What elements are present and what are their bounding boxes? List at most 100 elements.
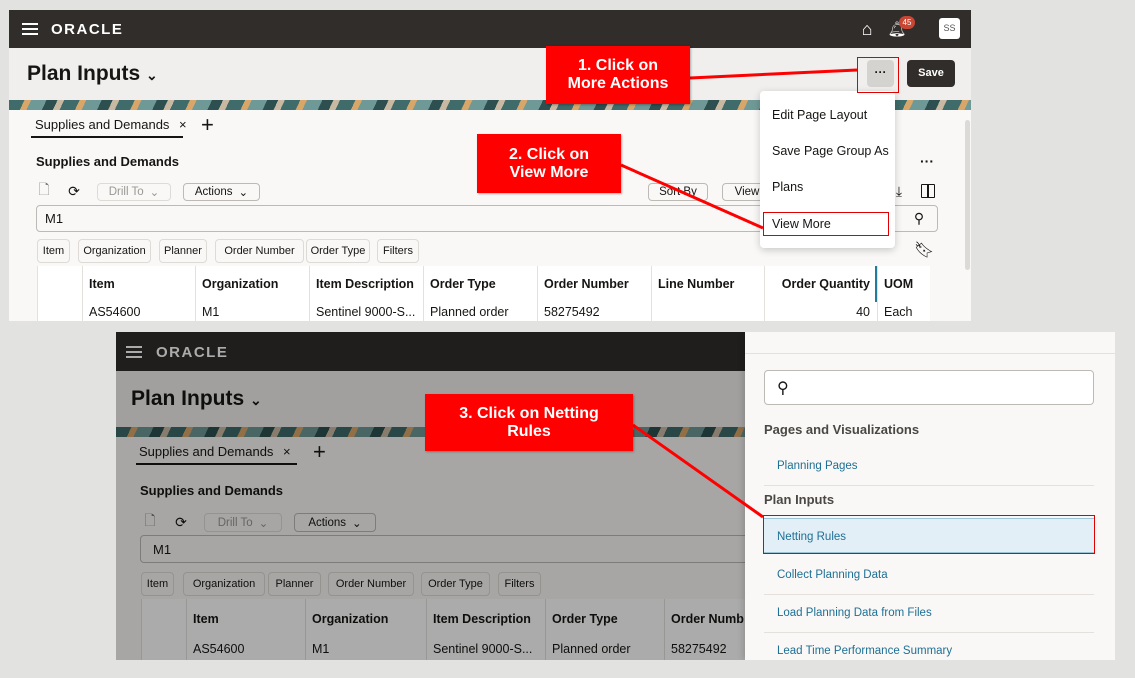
- filter-chip-filters[interactable]: Filters: [498, 572, 541, 596]
- actions-label: Actions: [194, 186, 233, 198]
- section-title: Supplies and Demands: [140, 483, 284, 498]
- drill-to-button[interactable]: Drill To ⌄: [204, 513, 282, 532]
- download-icon[interactable]: ⤓: [895, 182, 903, 199]
- filter-chip-planner[interactable]: Planner: [268, 572, 321, 596]
- cell-order-type: Planned order: [423, 302, 537, 321]
- callout-step3: 3. Click on Netting Rules: [425, 394, 633, 451]
- notification-badge: 45: [899, 16, 915, 29]
- more-icon[interactable]: ···: [920, 153, 934, 169]
- tab-underline: [31, 136, 183, 138]
- column-header-uom[interactable]: UOM: [877, 266, 930, 302]
- global-header: ORACLE ⌂ 🔔︎ 45 SS: [9, 10, 971, 48]
- refresh-icon[interactable]: ⟳: [68, 182, 80, 199]
- tab-label: Supplies and Demands: [35, 117, 170, 132]
- tab-underline: [136, 463, 297, 465]
- add-tab-icon[interactable]: +: [313, 439, 326, 464]
- actions-button[interactable]: Actions ⌄: [294, 513, 376, 532]
- column-header-order-type[interactable]: Order Type: [423, 266, 537, 302]
- drill-to-label: Drill To: [108, 186, 144, 198]
- more-actions-button[interactable]: ···: [867, 60, 894, 87]
- note-icon[interactable]: 🗋: [38, 181, 50, 197]
- close-icon[interactable]: ×: [283, 444, 291, 459]
- drawer-search-input[interactable]: ⚲: [764, 370, 1094, 405]
- link-planning-pages[interactable]: Planning Pages: [777, 460, 858, 472]
- scrollbar[interactable]: [965, 120, 970, 270]
- filter-chip-item[interactable]: Item: [141, 572, 174, 596]
- table-row-select[interactable]: [141, 638, 186, 660]
- filter-chip-organization[interactable]: Organization: [78, 239, 151, 263]
- divider: [764, 594, 1094, 595]
- home-icon[interactable]: ⌂: [861, 18, 873, 39]
- tab-supplies-and-demands[interactable]: Supplies and Demands ×: [35, 117, 187, 132]
- search-icon[interactable]: ⚲: [913, 209, 925, 226]
- view-button[interactable]: View: [722, 183, 772, 201]
- column-header-order-quantity[interactable]: Order Quantity: [764, 266, 877, 302]
- column-header-item-description[interactable]: Item Description: [426, 599, 545, 638]
- cell-item-description: Sentinel 9000-S...: [426, 638, 545, 660]
- cell-order-type: Planned order: [545, 638, 664, 660]
- filter-chip-organization[interactable]: Organization: [183, 572, 265, 596]
- filter-chip-item[interactable]: Item: [37, 239, 70, 263]
- column-header-item[interactable]: Item: [186, 599, 305, 638]
- filter-chip-order-number[interactable]: Order Number: [215, 239, 304, 263]
- arrow-step3: [632, 423, 764, 519]
- decorative-banner: [9, 100, 971, 110]
- chevron-down-icon: ⌄: [146, 67, 158, 83]
- menu-item-edit-page-layout[interactable]: Edit Page Layout: [772, 108, 868, 122]
- drill-to-button[interactable]: Drill To ⌄: [97, 183, 171, 201]
- link-load-planning-data-from-files[interactable]: Load Planning Data from Files: [777, 607, 932, 619]
- menu-item-view-more[interactable]: View More: [772, 217, 831, 231]
- chevron-down-icon: ⌄: [149, 187, 160, 199]
- actions-label: Actions: [308, 516, 347, 529]
- heading-pages-and-visualizations: Pages and Visualizations: [764, 422, 920, 437]
- global-header: ORACLE: [116, 332, 745, 371]
- columns-icon[interactable]: [921, 184, 935, 198]
- filter-chip-filters[interactable]: Filters: [377, 239, 419, 263]
- cell-item: AS54600: [186, 638, 305, 660]
- column-header-line-number[interactable]: Line Number: [651, 266, 764, 302]
- add-tab-icon[interactable]: +: [201, 112, 214, 137]
- tab-supplies-and-demands[interactable]: Supplies and Demands ×: [139, 444, 291, 459]
- filter-chip-order-type[interactable]: Order Type: [306, 239, 370, 263]
- column-header-order-number[interactable]: Order Number: [537, 266, 651, 302]
- column-header-organization[interactable]: Organization: [195, 266, 309, 302]
- table-row-select[interactable]: [37, 302, 82, 321]
- close-icon[interactable]: ×: [179, 117, 187, 132]
- column-header-item-description[interactable]: Item Description: [309, 266, 423, 302]
- note-icon[interactable]: 🗋: [144, 512, 156, 528]
- column-header-order-type[interactable]: Order Type: [545, 599, 664, 638]
- refresh-icon[interactable]: ⟳: [175, 513, 187, 530]
- save-button[interactable]: Save: [907, 60, 955, 87]
- menu-item-plans[interactable]: Plans: [772, 180, 804, 194]
- highlight-box: [763, 212, 889, 236]
- modal-overlay[interactable]: [116, 332, 745, 660]
- filter-chip-order-number[interactable]: Order Number: [328, 572, 414, 596]
- column-header-organization[interactable]: Organization: [305, 599, 426, 638]
- link-lead-time-performance-summary[interactable]: Lead Time Performance Summary: [777, 645, 953, 657]
- arrow-step2: [620, 163, 764, 230]
- menu-item-save-page-group-as[interactable]: Save Page Group As: [772, 144, 889, 158]
- column-header-item[interactable]: Item: [82, 266, 195, 302]
- callout-step1: 1. Click on More Actions: [546, 46, 690, 104]
- menu-icon[interactable]: [126, 346, 142, 358]
- menu-icon[interactable]: [22, 23, 38, 35]
- cell-order-number: 58275492: [664, 638, 754, 660]
- column-header-select: [37, 266, 82, 302]
- page-title[interactable]: Plan Inputs ⌄: [27, 62, 158, 86]
- avatar[interactable]: SS: [939, 18, 960, 39]
- link-collect-planning-data[interactable]: Collect Planning Data: [777, 569, 888, 581]
- link-netting-rules[interactable]: Netting Rules: [777, 531, 847, 543]
- page-title-text: Plan Inputs: [27, 62, 141, 85]
- tab-label: Supplies and Demands: [139, 444, 274, 459]
- filter-chip-order-type[interactable]: Order Type: [421, 572, 490, 596]
- filter-chip-planner[interactable]: Planner: [159, 239, 207, 263]
- cell-order-number: 58275492: [537, 302, 651, 321]
- arrow-step1: [689, 68, 858, 80]
- page-title[interactable]: Plan Inputs ⌄: [131, 387, 262, 411]
- column-header-order-number[interactable]: Order Numb: [664, 599, 754, 638]
- search-input[interactable]: M1: [140, 535, 760, 563]
- bookmark-icon[interactable]: 🔖︎: [913, 242, 935, 259]
- chevron-down-icon: ⌄: [352, 517, 362, 530]
- chevron-down-icon: ⌄: [258, 517, 269, 530]
- actions-button[interactable]: Actions ⌄: [183, 183, 260, 201]
